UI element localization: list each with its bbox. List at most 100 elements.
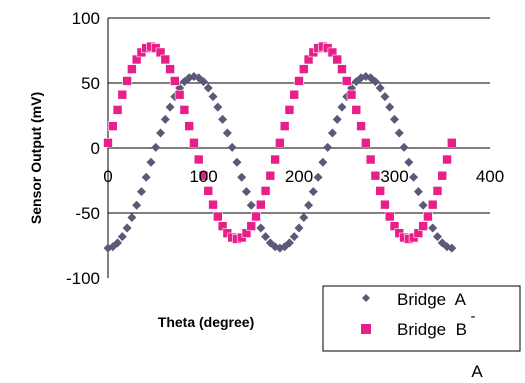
- legend-label-bridge-b: Bridge B: [397, 320, 467, 339]
- data-point: [213, 102, 223, 112]
- data-point: [165, 64, 175, 74]
- data-point: [294, 223, 304, 233]
- y-tick-label: 100: [72, 9, 100, 28]
- data-point: [203, 186, 214, 196]
- data-point: [246, 221, 257, 231]
- data-point: [146, 157, 156, 167]
- data-point: [304, 200, 314, 210]
- data-point: [351, 105, 362, 115]
- legend-overline-b: -: [471, 308, 476, 325]
- data-point: [394, 128, 404, 138]
- data-point: [198, 170, 209, 181]
- data-point: [275, 138, 285, 148]
- data-point: [227, 142, 237, 152]
- data-point: [390, 114, 399, 124]
- data-point: [208, 199, 218, 210]
- y-tick-label: -50: [75, 204, 100, 223]
- data-point: [170, 76, 180, 86]
- data-point: [289, 89, 300, 100]
- data-point: [237, 172, 247, 182]
- data-point: [385, 102, 395, 112]
- data-point: [318, 157, 328, 167]
- legend: Bridge A Bridge B - A: [322, 285, 521, 381]
- data-point: [208, 92, 218, 102]
- data-point: [413, 187, 423, 197]
- data-point: [117, 232, 127, 242]
- data-point: [365, 154, 376, 165]
- data-point: [136, 187, 146, 197]
- data-point: [112, 105, 123, 115]
- data-point: [203, 83, 213, 93]
- data-point: [284, 238, 294, 248]
- data-point: [289, 232, 299, 242]
- data-point: [361, 138, 371, 148]
- data-point: [122, 76, 132, 86]
- data-point: [337, 102, 347, 112]
- data-point: [279, 121, 290, 131]
- data-point: [442, 154, 452, 165]
- data-point: [127, 64, 137, 74]
- data-point: [428, 223, 438, 233]
- data-point: [189, 138, 199, 148]
- y-tick-label: -100: [66, 269, 100, 288]
- data-point: [132, 200, 142, 210]
- data-point: [332, 114, 342, 124]
- data-point: [117, 89, 128, 100]
- x-tick-label: 100: [189, 167, 217, 186]
- data-point: [308, 187, 318, 197]
- data-point: [193, 154, 204, 165]
- y-axis-title: Sensor Output (mV): [28, 92, 44, 224]
- data-point: [265, 170, 276, 181]
- data-point: [241, 187, 251, 197]
- data-point: [246, 200, 256, 210]
- data-point: [261, 232, 271, 242]
- data-point: [179, 105, 190, 115]
- data-point: [384, 211, 395, 222]
- data-point: [122, 223, 132, 233]
- data-point: [409, 172, 419, 182]
- data-point: [160, 114, 170, 124]
- data-point: [107, 121, 118, 131]
- data-point: [375, 83, 385, 93]
- data-point: [327, 128, 337, 138]
- data-point: [346, 89, 357, 100]
- data-point: [418, 200, 428, 210]
- data-point: [270, 154, 280, 165]
- data-point: [174, 89, 185, 100]
- x-axis-title: Theta (degree): [158, 314, 254, 330]
- data-point: [437, 170, 448, 181]
- data-point: [199, 77, 208, 87]
- y-tick-label: 50: [81, 74, 100, 93]
- data-point: [165, 102, 175, 112]
- legend-box: [322, 285, 521, 352]
- data-point: [113, 238, 123, 248]
- data-point: [432, 232, 442, 242]
- data-point: [341, 76, 352, 86]
- data-point: [380, 199, 390, 210]
- data-point: [260, 186, 271, 196]
- data-point: [370, 170, 381, 181]
- legend-label-bridge-a: Bridge A: [397, 290, 467, 309]
- data-point: [232, 157, 242, 167]
- data-point: [370, 77, 380, 87]
- data-point: [103, 138, 113, 148]
- data-point: [222, 128, 232, 138]
- data-point: [160, 54, 171, 65]
- data-point: [313, 172, 323, 182]
- y-tick-label: 0: [91, 139, 100, 158]
- data-point: [127, 212, 137, 222]
- data-point: [446, 138, 457, 148]
- data-point: [284, 105, 295, 115]
- data-point: [213, 211, 223, 222]
- data-point: [323, 142, 333, 152]
- data-point: [151, 142, 161, 152]
- data-point: [337, 64, 347, 74]
- data-series: [103, 41, 457, 253]
- legend-overflow-label: A: [471, 362, 483, 381]
- legend-marker-bridge-b: [361, 324, 371, 334]
- data-point: [256, 223, 266, 233]
- x-tick-label: 200: [285, 167, 313, 186]
- data-point: [375, 186, 385, 196]
